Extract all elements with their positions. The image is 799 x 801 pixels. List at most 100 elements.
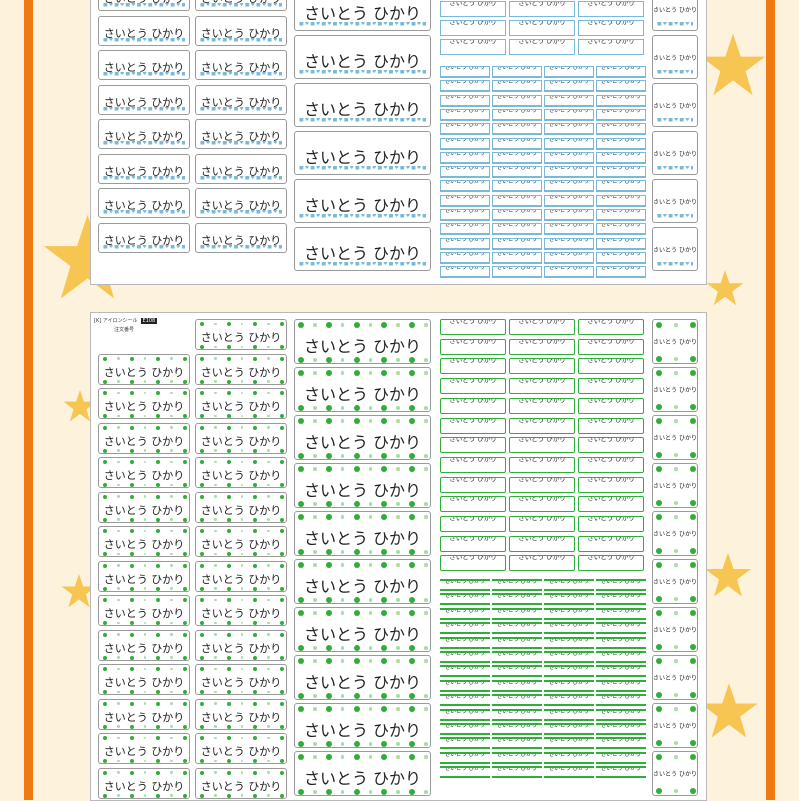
dot-pattern-icon [313, 598, 317, 602]
dot-pattern-icon [143, 656, 147, 659]
dot-pattern-icon [240, 656, 244, 659]
dot-pattern-icon [240, 380, 244, 383]
dot-pattern-icon [200, 759, 204, 763]
dot-pattern-icon [200, 667, 204, 671]
dot-pattern-icon [156, 701, 161, 706]
dot-pattern-icon [674, 755, 678, 759]
name-label-tiny: さいとう ひかり [492, 665, 542, 678]
label-name-text: さいとう ひかり [587, 535, 635, 542]
name-label-small: さいとう ひかり [98, 560, 190, 592]
name-label-tiny: さいとう ひかり [596, 607, 646, 620]
dot-pattern-icon [103, 425, 107, 430]
name-label-tiny: さいとう ひかり [509, 496, 575, 513]
dot-pattern-icon [183, 448, 187, 453]
name-label-small: さいとう ひかり [98, 388, 190, 419]
dot-pattern-icon [340, 790, 345, 794]
dot-pattern-icon [353, 501, 360, 507]
dot-pattern-icon [200, 356, 204, 361]
label-name-text: さいとう ひかり [444, 209, 486, 214]
label-name-text: さいとう ひかり [518, 516, 566, 522]
label-name-text: さいとう ひかり [200, 710, 282, 724]
dot-pattern-icon [253, 701, 258, 706]
label-name-text: さいとう ひかり [496, 251, 538, 257]
dot-pattern-icon [200, 460, 204, 464]
name-label-tiny: さいとう ひかり [440, 723, 490, 735]
dot-pattern-icon [368, 598, 373, 602]
dot-pattern-icon [253, 655, 258, 660]
dot-pattern-icon [117, 357, 120, 360]
name-label-small: さいとう ひかり [195, 629, 287, 661]
name-label-square: さいとう ひかり [652, 463, 698, 508]
dot-pattern-icon [200, 655, 204, 660]
dot-pattern-icon [117, 564, 120, 567]
dot-pattern-icon [143, 771, 147, 774]
name-label-tiny: さいとう ひかり [509, 319, 575, 335]
label-name-text: さいとう ひかり [200, 745, 282, 758]
name-label-large: さいとう ひかり [294, 463, 431, 508]
label-name-text: さいとう ひかり [444, 180, 486, 186]
label-name-text: さいとう ひかり [496, 751, 538, 758]
dot-pattern-icon [183, 356, 187, 361]
dot-pattern-icon [103, 632, 107, 637]
dot-pattern-icon [674, 405, 678, 409]
dot-pattern-icon [381, 357, 388, 363]
name-label-tiny: さいとう ひかり [578, 496, 644, 513]
dot-pattern-icon [226, 759, 231, 763]
dot-pattern-icon [200, 494, 204, 499]
label-name-text: さいとう ひかり [103, 233, 185, 247]
name-label-tiny: さいとう ひかり [544, 80, 594, 93]
label-name-text: さいとう ひかり [444, 665, 486, 672]
star-icon [63, 389, 97, 422]
dot-pattern-icon [226, 724, 231, 729]
label-name-text: さいとう ひかり [200, 434, 282, 448]
dot-pattern-icon [226, 379, 231, 384]
dot-pattern-icon [214, 426, 217, 429]
dot-pattern-icon [143, 667, 147, 671]
label-name-text: さいとう ひかり [496, 579, 538, 585]
dot-pattern-icon [103, 701, 107, 706]
sticker-sheet-green-dot-pattern: [K] アイロンシール E108 注文番号 さいとう ひかり さいとう ひかり さいと… [90, 312, 707, 801]
label-name-text: さいとう ひかり [103, 538, 185, 551]
label-name-text: さいとう ひかり [303, 769, 422, 788]
dot-pattern-icon [253, 736, 258, 740]
label-name-text: さいとう ひかり [600, 66, 642, 71]
dot-pattern-icon [353, 741, 360, 747]
label-name-text: さいとう ひかり [548, 766, 590, 773]
dot-pattern-icon [340, 646, 345, 650]
dot-pattern-icon [103, 598, 107, 602]
label-name-text: さいとう ひかり [200, 538, 282, 551]
dot-pattern-icon [280, 552, 284, 556]
dot-pattern-icon [170, 495, 173, 498]
dot-pattern-icon [381, 597, 388, 603]
dot-pattern-icon [280, 460, 284, 464]
label-name-text: さいとう ひかり [518, 20, 566, 26]
dot-pattern-icon [253, 322, 258, 326]
dot-pattern-icon [353, 645, 360, 651]
name-label-tiny: さいとう ひかり [596, 266, 646, 279]
label-name-text: さいとう ひかり [548, 166, 590, 172]
dot-pattern-icon [298, 645, 304, 651]
label-name-text: さいとう ひかり [600, 166, 642, 172]
dot-pattern-icon [183, 793, 187, 798]
name-label-tiny: さいとう ひかり [544, 180, 594, 193]
name-label-tiny: さいとう ひかり [578, 516, 644, 532]
dot-pattern-icon [325, 610, 332, 616]
name-label-small: さいとう ひかり■♥■♥■♥■♥■♥■♥■♥■♥■♥■♥■♥■♥■♥■♥ [98, 188, 190, 218]
dot-pattern-icon [368, 515, 373, 519]
label-name-text: さいとう ひかり [196, 0, 286, 6]
label-name-text: さいとう ひかり [449, 496, 497, 503]
dot-pattern-icon [103, 552, 107, 556]
label-name-text: さいとう ひかり [587, 456, 635, 463]
name-label-small: さいとう ひかり [195, 457, 287, 488]
dot-pattern-icon [143, 495, 147, 498]
name-label-square: さいとう ひかり [652, 511, 698, 556]
dot-pattern-icon [396, 419, 401, 423]
dot-pattern-icon [368, 406, 373, 410]
label-name-text: さいとう ひかり [496, 137, 538, 143]
dot-pattern-icon [170, 690, 173, 694]
dot-pattern-icon [396, 742, 401, 746]
label-name-text: さいとう ひかり [103, 164, 185, 178]
dot-pattern-icon [129, 529, 134, 533]
dot-pattern-icon [143, 426, 147, 429]
dot-pattern-icon [325, 658, 332, 664]
